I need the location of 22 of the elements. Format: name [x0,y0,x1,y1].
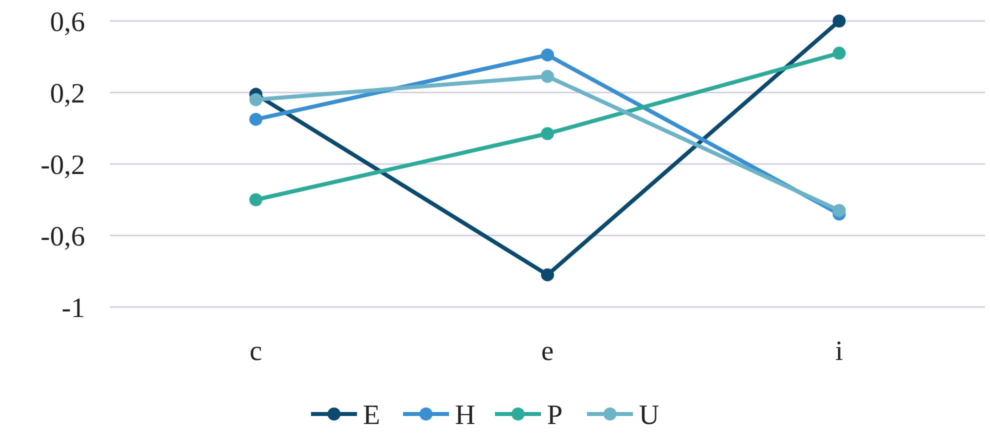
legend-label: H [455,400,476,431]
point [249,93,262,106]
point [541,70,554,83]
point [541,48,554,62]
y-tick-label: -0,6 [40,221,85,252]
point [249,112,262,126]
y-tick-label: 0,2 [50,78,85,110]
legend-label: U [639,400,660,431]
point [541,268,554,282]
point [249,193,262,206]
point [541,127,554,140]
x-tick-label: e [541,336,554,367]
y-tick-label: 0,6 [50,6,85,38]
x-tick-label: i [835,336,844,367]
legend-label: P [547,400,563,431]
point [832,204,846,217]
y-tick-label: -0,2 [40,150,85,181]
x-tick-label: c [250,336,262,367]
legend-label: E [363,400,380,431]
y-tick-label: -1 [62,292,85,324]
point [832,46,846,60]
point [832,14,846,28]
